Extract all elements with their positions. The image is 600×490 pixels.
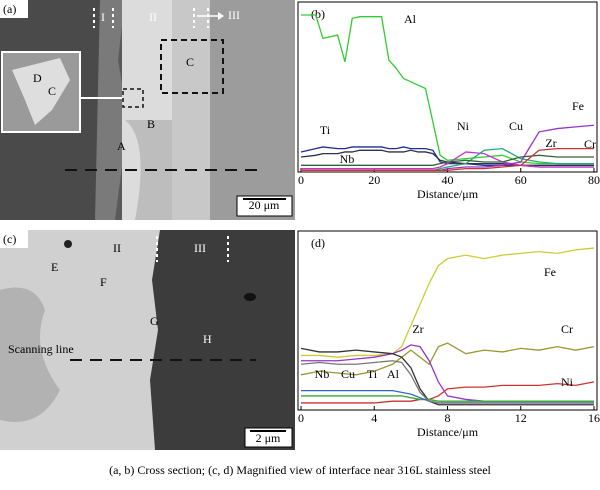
series-label: Cr	[561, 322, 573, 336]
x-tick-label: 8	[445, 411, 451, 425]
series-label: Fe	[544, 265, 556, 279]
x-tick-label: 4	[371, 411, 377, 425]
sem-image-c	[0, 230, 295, 450]
data-line	[301, 247, 595, 358]
series-label: Nb	[315, 367, 330, 381]
zone-label: II	[149, 10, 157, 24]
series-label: Cu	[341, 367, 355, 381]
point-label: E	[51, 260, 58, 274]
data-line	[301, 395, 594, 402]
series-label: Al	[387, 367, 400, 381]
zone-label: III	[228, 8, 240, 22]
data-line	[301, 147, 594, 171]
point-label: A	[117, 139, 126, 153]
series-label: Ni	[561, 375, 574, 389]
point-label: H	[203, 332, 212, 346]
x-tick-label: 80	[588, 173, 600, 187]
series-label: Cu	[509, 119, 523, 133]
scan-label: Scanning line	[8, 342, 74, 356]
x-axis-label: Distance/μm	[417, 187, 479, 201]
series-label: Ni	[457, 119, 470, 133]
x-tick-label: 40	[442, 173, 454, 187]
data-line	[301, 154, 594, 166]
point-label: G	[150, 314, 159, 328]
caption: (a, b) Cross section; (c, d) Magnified v…	[109, 463, 491, 477]
series-label: Ti	[367, 367, 378, 381]
panel-label: (a)	[3, 2, 16, 16]
series-label: Al	[404, 12, 417, 26]
data-line	[300, 347, 594, 406]
data-line	[300, 342, 595, 376]
zone-label: II	[113, 241, 121, 255]
point-label: D	[33, 71, 42, 85]
x-tick-label: 0	[298, 173, 304, 187]
point-label: B	[147, 117, 155, 131]
zone-label: III	[194, 241, 206, 255]
x-tick-label: 20	[368, 173, 380, 187]
panel-label: (c)	[3, 232, 16, 246]
x-axis-label: Distance/μm	[417, 425, 479, 439]
x-tick-label: 0	[298, 411, 304, 425]
series-label: Zr	[412, 322, 423, 336]
series-label: Ti	[320, 123, 331, 137]
x-tick-label: 60	[515, 173, 527, 187]
x-tick-label: 16	[588, 411, 600, 425]
zone-label: I	[101, 10, 105, 24]
x-tick-label: 12	[515, 411, 527, 425]
point-label: C	[48, 84, 56, 98]
scale-bar: 20 μm	[249, 198, 280, 212]
point-label: F	[100, 275, 107, 289]
series-label: Nb	[340, 152, 355, 166]
series-label: Zr	[545, 136, 556, 150]
plot-frame	[297, 230, 598, 411]
series-label: Cr	[584, 137, 596, 151]
panel-label: (b)	[311, 7, 325, 21]
series-label: Fe	[572, 99, 584, 113]
point-label: C	[186, 55, 194, 69]
data-line	[301, 381, 595, 404]
panel-label: (d)	[311, 236, 325, 250]
sem-image-a	[0, 0, 295, 220]
scale-bar: 2 μm	[256, 431, 281, 445]
data-line	[300, 360, 594, 404]
